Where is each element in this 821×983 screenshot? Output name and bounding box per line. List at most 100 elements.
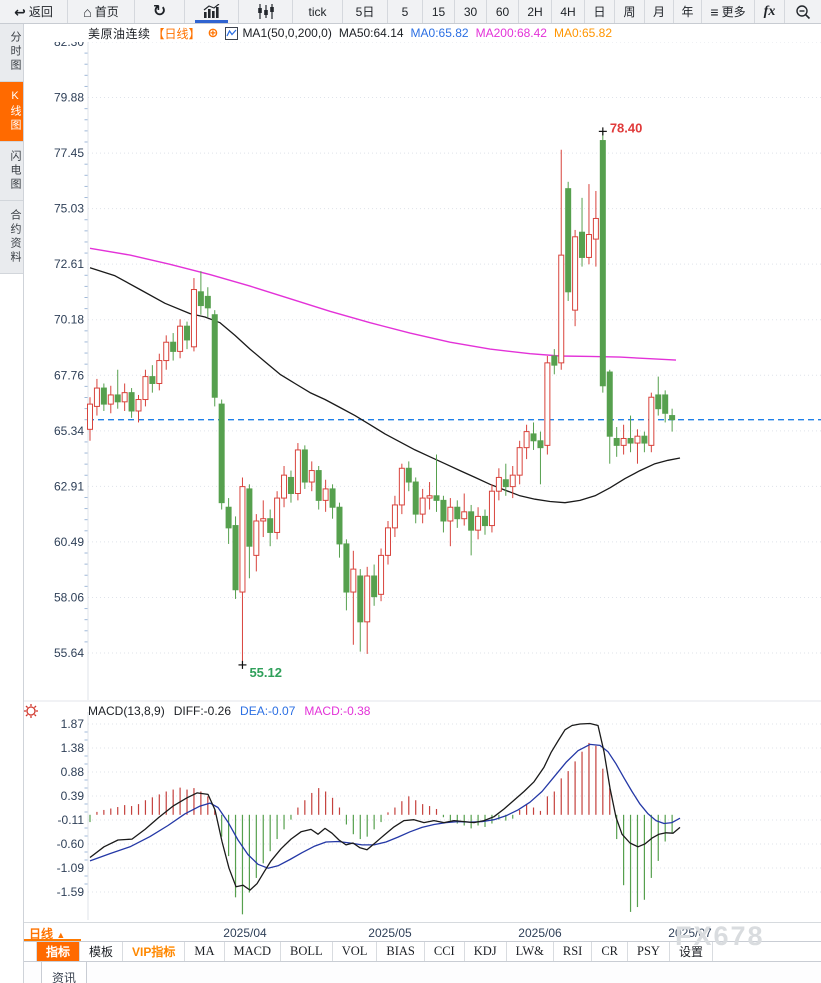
fx-indicator-button[interactable]: fx xyxy=(755,0,785,23)
tab-MA[interactable]: MA xyxy=(185,942,225,961)
tab-BIAS[interactable]: BIAS xyxy=(377,942,425,961)
macd-y-axis-label: -1.59 xyxy=(57,885,85,899)
candle-body xyxy=(197,291,204,307)
chart-header: 美原油连续 【日线】 ⊕ MA1(50,0,200,0) MA50:64.14 … xyxy=(88,25,612,41)
timeframe-60min[interactable]: 60 xyxy=(487,0,519,23)
candle-body xyxy=(551,355,558,366)
current-period-label: 日线 xyxy=(29,927,54,941)
tab-BOLL[interactable]: BOLL xyxy=(281,942,333,961)
candle-body xyxy=(239,486,246,593)
macd-header: MACD(13,8,9) DIFF:-0.26 DEA:-0.07 MACD:-… xyxy=(88,704,370,718)
candle-body xyxy=(322,488,329,501)
back-button[interactable]: ↩ 返回 xyxy=(0,0,68,23)
y-axis-label: 58.06 xyxy=(54,590,84,604)
timeframe-30min[interactable]: 30 xyxy=(455,0,487,23)
y-axis-label: 77.45 xyxy=(54,146,84,160)
candle-body xyxy=(669,415,676,421)
sidebar-item-timeshare[interactable]: 分时图 xyxy=(0,23,23,82)
home-button[interactable]: ⌂ 首页 xyxy=(68,0,135,23)
candle-body xyxy=(142,376,149,401)
tab-设置[interactable]: 设置 xyxy=(670,942,713,961)
candle-body xyxy=(599,140,606,387)
candle-body xyxy=(454,506,461,520)
macd-y-axis-label: 1.87 xyxy=(61,717,85,731)
candle-body xyxy=(592,217,599,240)
candle-chart-type-button[interactable] xyxy=(239,0,293,23)
candle-body xyxy=(211,314,218,398)
more-button[interactable]: ≡ 更多 xyxy=(702,0,755,23)
y-axis-label: 65.34 xyxy=(54,424,84,438)
candle-body xyxy=(530,433,537,442)
candlestick-icon xyxy=(257,4,274,19)
timeframe-5day[interactable]: 5日 xyxy=(343,0,388,23)
candle-body xyxy=(336,506,343,545)
y-axis-label: 62.91 xyxy=(54,479,84,493)
candle-body xyxy=(482,515,489,527)
timeframe-4h[interactable]: 4H xyxy=(552,0,585,23)
candle-body xyxy=(87,403,93,430)
candle-body xyxy=(572,236,579,311)
refresh-button[interactable]: ↻ xyxy=(135,0,185,23)
tab-CR[interactable]: CR xyxy=(592,942,629,961)
macd-y-axis-label: -1.09 xyxy=(57,861,85,875)
timeframe-month[interactable]: 月 xyxy=(645,0,674,23)
add-compare-icon[interactable]: ⊕ xyxy=(207,25,219,40)
timeframe-30min-label: 30 xyxy=(463,4,478,19)
candle-body xyxy=(641,435,648,444)
timeframe-month-label: 月 xyxy=(652,5,665,19)
candle-body xyxy=(537,440,544,449)
tab-指标[interactable]: 指标 xyxy=(37,942,81,961)
ma200-value: MA200:68.42 xyxy=(475,26,547,40)
sidebar-item-lightning[interactable]: 闪电图 xyxy=(0,142,23,201)
candle-body xyxy=(509,474,516,488)
candle-body xyxy=(398,467,405,506)
candle-body xyxy=(170,341,177,352)
timeframe-2h-label: 2H xyxy=(527,4,543,19)
ma-settings-icon[interactable] xyxy=(225,26,239,40)
timeframe-tick[interactable]: tick xyxy=(293,0,343,23)
tab-KDJ[interactable]: KDJ xyxy=(465,942,507,961)
refresh-icon: ↻ xyxy=(152,2,167,20)
timeframe-15min[interactable]: 15 xyxy=(423,0,455,23)
sidebar-item-kline[interactable]: K线图 xyxy=(0,82,23,142)
bar-chart-type-button[interactable] xyxy=(185,0,239,23)
tab-模板[interactable]: 模板 xyxy=(80,942,124,961)
candle-body xyxy=(523,431,530,449)
timeframe-2h[interactable]: 2H xyxy=(519,0,552,23)
timeframe-week[interactable]: 周 xyxy=(615,0,645,23)
timeframe-day-label: 日 xyxy=(593,5,606,19)
news-tab[interactable]: 资讯 xyxy=(41,962,87,983)
main-chart[interactable]: 82.30 79.88 77.45 75.03 72.61 70.18 67.76 65.34… xyxy=(23,42,821,922)
x-axis-date: 2025/07 xyxy=(668,926,712,940)
sidebar-item-contract-info[interactable]: 合约资料 xyxy=(0,201,23,274)
candle-body xyxy=(281,474,288,499)
high-price-label: 78.40 xyxy=(610,120,643,135)
tab-CCI[interactable]: CCI xyxy=(425,942,465,961)
candle-body xyxy=(384,527,391,556)
candle-body xyxy=(114,394,121,403)
tab-MACD[interactable]: MACD xyxy=(225,942,282,961)
y-axis-label: 70.18 xyxy=(54,313,84,327)
tab-VOL[interactable]: VOL xyxy=(333,942,378,961)
indicator-settings-icon[interactable] xyxy=(23,703,39,719)
ma-group-label: MA1(50,0,200,0) xyxy=(242,26,332,40)
candle-body xyxy=(364,575,371,623)
timeframe-year-label: 年 xyxy=(681,5,694,19)
candle-body xyxy=(468,511,475,531)
candle-body xyxy=(426,495,433,499)
timeframe-year[interactable]: 年 xyxy=(674,0,702,23)
tab-PSY[interactable]: PSY xyxy=(628,942,670,961)
y-axis-label: 67.76 xyxy=(54,368,84,382)
more-label: 更多 xyxy=(721,5,746,19)
candle-body xyxy=(135,399,142,412)
tab-LW&[interactable]: LW& xyxy=(507,942,554,961)
tab-RSI[interactable]: RSI xyxy=(554,942,593,961)
zoom-out-button[interactable] xyxy=(785,0,821,23)
timeframe-day[interactable]: 日 xyxy=(585,0,615,23)
tab-VIP指标[interactable]: VIP指标 xyxy=(123,942,186,961)
ma0-blue-value: MA0:65.82 xyxy=(410,26,469,40)
candle-body xyxy=(128,392,135,412)
current-period-selector[interactable]: 日线 ▲ xyxy=(29,925,65,942)
timeframe-5min[interactable]: 5 xyxy=(388,0,423,23)
candle-body xyxy=(502,479,509,488)
